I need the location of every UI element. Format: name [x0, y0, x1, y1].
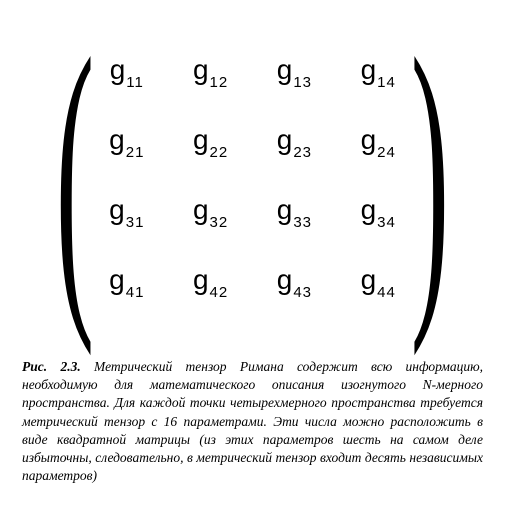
matrix-subscript: 23: [293, 144, 312, 161]
matrix-subscript: 21: [126, 144, 145, 161]
matrix-cell: g43: [277, 264, 312, 296]
matrix-subscript: 12: [210, 74, 229, 91]
matrix-symbol: g: [361, 264, 377, 296]
matrix-cell: g13: [277, 54, 312, 86]
matrix-subscript: 42: [210, 284, 229, 301]
matrix-symbol: g: [361, 194, 377, 226]
matrix-cell: g24: [361, 124, 396, 156]
matrix-cell: g44: [361, 264, 396, 296]
matrix-symbol: g: [277, 124, 293, 156]
matrix-symbol: g: [193, 124, 209, 156]
matrix-symbol: g: [277, 264, 293, 296]
matrix-cell: g32: [193, 194, 228, 226]
matrix-symbol: g: [277, 54, 293, 86]
matrix-cell: g21: [109, 124, 144, 156]
figure-caption: Рис. 2.3. Метрический тензор Римана соде…: [20, 358, 485, 486]
matrix-cell: g14: [361, 54, 396, 86]
matrix-subscript: 32: [210, 214, 229, 231]
matrix-cell: g33: [277, 194, 312, 226]
matrix-cell: g11: [110, 54, 144, 86]
matrix-symbol: g: [277, 194, 293, 226]
matrix-subscript: 44: [377, 284, 396, 301]
matrix-subscript: 14: [377, 74, 396, 91]
matrix-symbol: g: [361, 54, 377, 86]
caption-label: Рис. 2.3.: [22, 359, 81, 374]
matrix-symbol: g: [361, 124, 377, 156]
matrix-subscript: 33: [293, 214, 312, 231]
matrix-grid: g11g12g13g14g21g22g23g24g31g32g33g34g41g…: [85, 35, 420, 315]
matrix-container: ( g11g12g13g14g21g22g23g24g31g32g33g34g4…: [20, 10, 485, 340]
matrix-subscript: 31: [126, 214, 145, 231]
matrix-symbol: g: [109, 194, 125, 226]
matrix-cell: g41: [109, 264, 144, 296]
matrix-symbol: g: [109, 264, 125, 296]
matrix-symbol: g: [193, 264, 209, 296]
matrix-cell: g42: [193, 264, 228, 296]
matrix-subscript: 22: [210, 144, 229, 161]
paren-left: (: [56, 10, 94, 340]
paren-right: ): [411, 10, 449, 340]
caption-text: Метрический тензор Римана содержит всю и…: [22, 359, 483, 483]
matrix-cell: g22: [193, 124, 228, 156]
matrix-subscript: 43: [293, 284, 312, 301]
matrix-cell: g12: [193, 54, 228, 86]
matrix-subscript: 41: [126, 284, 145, 301]
matrix-symbol: g: [193, 194, 209, 226]
matrix-cell: g31: [109, 194, 144, 226]
matrix-symbol: g: [109, 124, 125, 156]
matrix-subscript: 34: [377, 214, 396, 231]
matrix-symbol: g: [110, 54, 126, 86]
matrix-subscript: 24: [377, 144, 396, 161]
matrix-symbol: g: [193, 54, 209, 86]
matrix-cell: g23: [277, 124, 312, 156]
matrix-cell: g34: [361, 194, 396, 226]
matrix-subscript: 13: [293, 74, 312, 91]
matrix-subscript: 11: [126, 74, 144, 91]
